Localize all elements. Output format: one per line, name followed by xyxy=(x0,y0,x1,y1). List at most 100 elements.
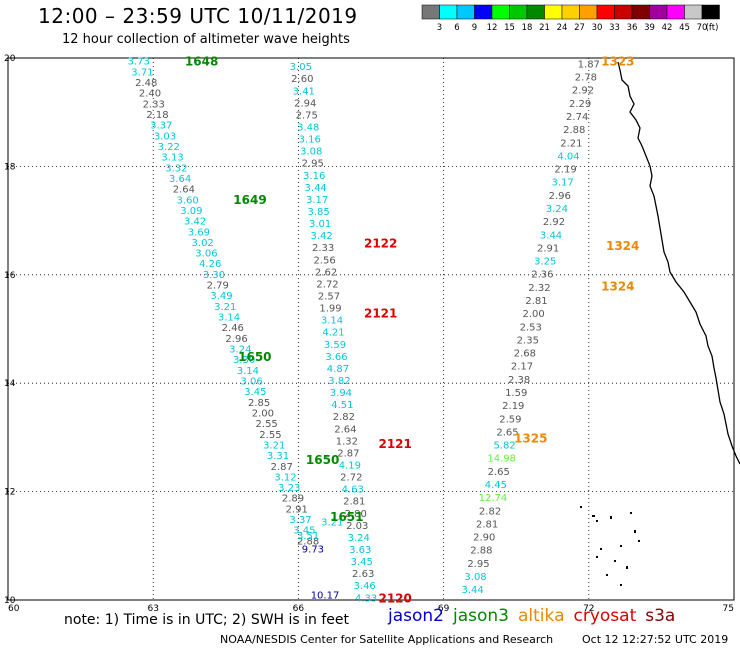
swh-value: 2.64 xyxy=(334,424,356,435)
swh-value: 14.98 xyxy=(487,454,516,465)
colorbar-swatch xyxy=(701,4,720,20)
lon-tick-label: 60 xyxy=(8,604,20,614)
swh-value: 4.26 xyxy=(199,259,221,270)
swh-value: 3.45 xyxy=(351,557,373,568)
colorbar-swatch xyxy=(491,4,510,20)
colorbar-label: 36 xyxy=(627,23,638,33)
swh-value: 12.74 xyxy=(479,493,508,504)
lat-tick-label: 10 xyxy=(4,596,16,606)
swh-value: 2.56 xyxy=(313,255,335,266)
legend-altika: altika xyxy=(518,606,565,626)
swh-value: 2.38 xyxy=(508,375,530,386)
swh-value: 2.36 xyxy=(531,270,553,281)
swh-value: 2.81 xyxy=(525,296,547,307)
swh-value: 3.44 xyxy=(462,585,484,596)
swh-value: 2.00 xyxy=(522,309,544,320)
swh-value: 3.05 xyxy=(290,62,312,73)
swh-value: 3.24 xyxy=(348,533,370,544)
swh-value: 3.06 xyxy=(240,376,262,387)
swh-value: 3.30 xyxy=(233,355,255,366)
swh-value: 2.55 xyxy=(256,419,278,430)
colorbar-label: 9 xyxy=(472,23,477,33)
map-frame xyxy=(7,57,735,601)
swh-value: 3.21 xyxy=(321,517,343,528)
swh-value: 3.85 xyxy=(308,207,330,218)
swh-value: 2.79 xyxy=(207,281,229,292)
lat-tick-label: 14 xyxy=(4,379,16,389)
pass-time-label: 1325 xyxy=(514,431,547,445)
lat-lon-grid xyxy=(7,57,735,601)
swh-value: 3.08 xyxy=(464,572,486,583)
swh-value: 3.42 xyxy=(310,231,332,242)
colorbar-label: 45 xyxy=(679,23,690,33)
swh-value: 3.25 xyxy=(534,257,556,268)
swh-value: 3.45 xyxy=(244,387,266,398)
swh-value: 2.64 xyxy=(173,185,195,196)
swh-value: 3.06 xyxy=(195,249,217,260)
swh-value: 3.59 xyxy=(324,340,346,351)
pass-time-label: 1324 xyxy=(606,239,639,253)
pass-time-label: 2120 xyxy=(378,591,411,605)
colorbar-label: 18 xyxy=(522,23,533,33)
page-title: 12:00 – 23:59 UTC 10/11/2019 xyxy=(38,4,358,28)
swh-value: 2.92 xyxy=(543,217,565,228)
colorbar-swatch xyxy=(614,4,633,20)
lon-tick-label: 63 xyxy=(147,604,158,614)
swh-value: 2.18 xyxy=(146,110,168,121)
colorbar-swatch xyxy=(544,4,563,20)
swh-value: 10.17 xyxy=(311,591,340,602)
coastline xyxy=(580,61,740,586)
swh-value: 2.65 xyxy=(488,467,510,478)
swh-value: 4.87 xyxy=(327,364,349,375)
swh-value: 2.48 xyxy=(135,78,157,89)
swh-value: 2.57 xyxy=(318,291,340,302)
swh-value: 3.17 xyxy=(552,178,574,189)
swh-value: 3.08 xyxy=(300,147,322,158)
pass-time-label: 2121 xyxy=(378,437,411,451)
swh-value: 2.94 xyxy=(294,98,316,109)
colorbar-swatch xyxy=(631,4,650,20)
legend-jason3: jason3 xyxy=(453,606,509,626)
swh-value: 2.88 xyxy=(563,125,585,136)
swh-value: 2.87 xyxy=(337,448,359,459)
lat-tick-label: 16 xyxy=(4,271,16,281)
colorbar-label: 27 xyxy=(574,23,585,33)
colorbar-label: 15 xyxy=(504,23,515,33)
lon-tick-label: 69 xyxy=(438,604,450,614)
pass-time-label: 1324 xyxy=(601,280,634,294)
lon-tick-label: 66 xyxy=(293,604,305,614)
colorbar-label: 39 xyxy=(644,23,655,33)
colorbar-swatch xyxy=(666,4,685,20)
swh-value: 2.82 xyxy=(479,506,501,517)
swh-value: 3.49 xyxy=(210,291,232,302)
swh-value: 3.44 xyxy=(540,230,562,241)
swh-value: 2.00 xyxy=(252,408,274,419)
swh-value: 3.60 xyxy=(176,195,198,206)
swh-value: 2.65 xyxy=(496,427,518,438)
swh-value: 4.04 xyxy=(557,151,579,162)
swh-value: 4.33 xyxy=(355,593,377,604)
colorbar-swatch xyxy=(579,4,598,20)
lat-tick-label: 20 xyxy=(4,54,16,64)
swh-value: 2.46 xyxy=(222,323,244,334)
swh-value: 3.02 xyxy=(192,238,214,249)
swh-value: 3.48 xyxy=(297,122,319,133)
pass-time-label: 1649 xyxy=(233,193,266,207)
swh-value: 2.91 xyxy=(286,504,308,515)
swh-value: 3.14 xyxy=(321,316,343,327)
swh-value: 2.92 xyxy=(572,86,594,97)
colorbar-label: 70 xyxy=(697,23,708,33)
colorbar-label: 42 xyxy=(662,23,673,33)
swh-value: 2.33 xyxy=(143,99,165,110)
swh-value: 3.31 xyxy=(267,451,289,462)
swh-value: 2.21 xyxy=(560,138,582,149)
swh-value: 3.45 xyxy=(293,526,315,537)
swh-value: 2.62 xyxy=(315,267,337,278)
swh-value: 2.40 xyxy=(139,89,161,100)
swh-value: 9.73 xyxy=(302,545,324,556)
swh-value: 3.37 xyxy=(150,121,172,132)
colorbar-swatch xyxy=(526,4,545,20)
swh-value: 3.24 xyxy=(546,204,568,215)
